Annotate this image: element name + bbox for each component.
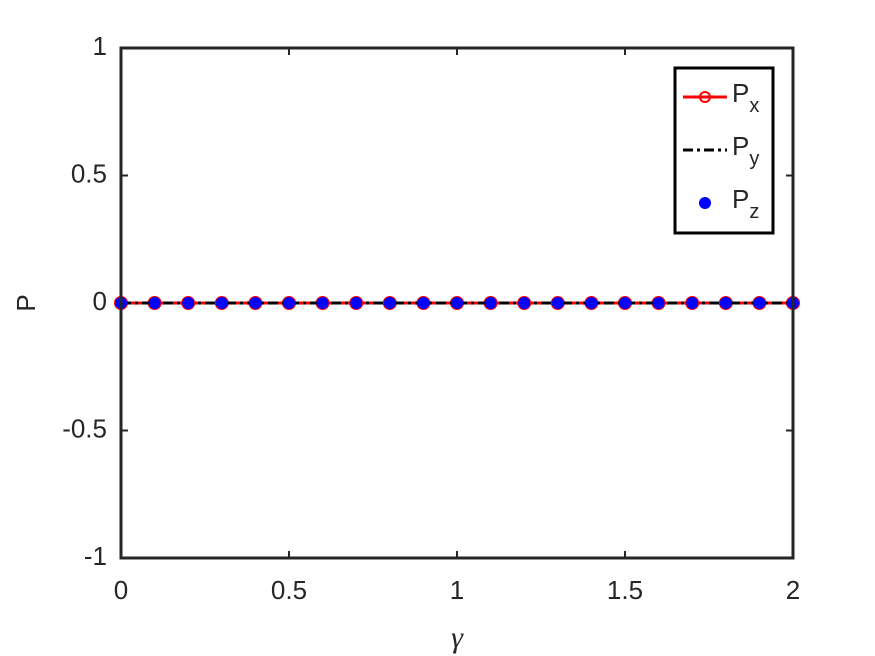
x-axis-label: γ xyxy=(451,621,464,654)
marker xyxy=(182,297,195,309)
x-tick-label: 1.5 xyxy=(607,575,643,605)
marker xyxy=(719,297,732,309)
marker xyxy=(249,297,262,309)
axes-box xyxy=(119,46,795,560)
marker xyxy=(518,297,531,309)
x-tick-label: 2 xyxy=(786,575,800,605)
marker xyxy=(283,297,295,309)
marker xyxy=(652,297,665,309)
marker xyxy=(148,297,161,309)
y-axis-label: P xyxy=(11,294,41,311)
marker xyxy=(551,297,564,309)
marker xyxy=(619,297,631,309)
x-tick-label: 0.5 xyxy=(271,575,307,605)
marker xyxy=(417,297,430,309)
y-tick-label: 0.5 xyxy=(71,158,107,188)
marker xyxy=(350,297,363,309)
marker xyxy=(215,297,228,309)
x-tick-label: 0 xyxy=(114,575,128,605)
marker xyxy=(484,297,497,309)
y-tick-label: 1 xyxy=(93,31,107,61)
y-tick-label: -1 xyxy=(84,541,107,571)
y-tick-label: -0.5 xyxy=(62,413,107,443)
marker xyxy=(753,297,766,309)
y-tick-label: 0 xyxy=(93,286,107,316)
marker xyxy=(451,297,463,309)
x-tick-label: 1 xyxy=(450,575,464,605)
marker xyxy=(585,297,598,309)
marker xyxy=(316,297,329,309)
legend-marker xyxy=(699,197,711,209)
marker xyxy=(686,297,699,309)
legend-marker xyxy=(699,91,711,103)
marker xyxy=(383,297,396,309)
